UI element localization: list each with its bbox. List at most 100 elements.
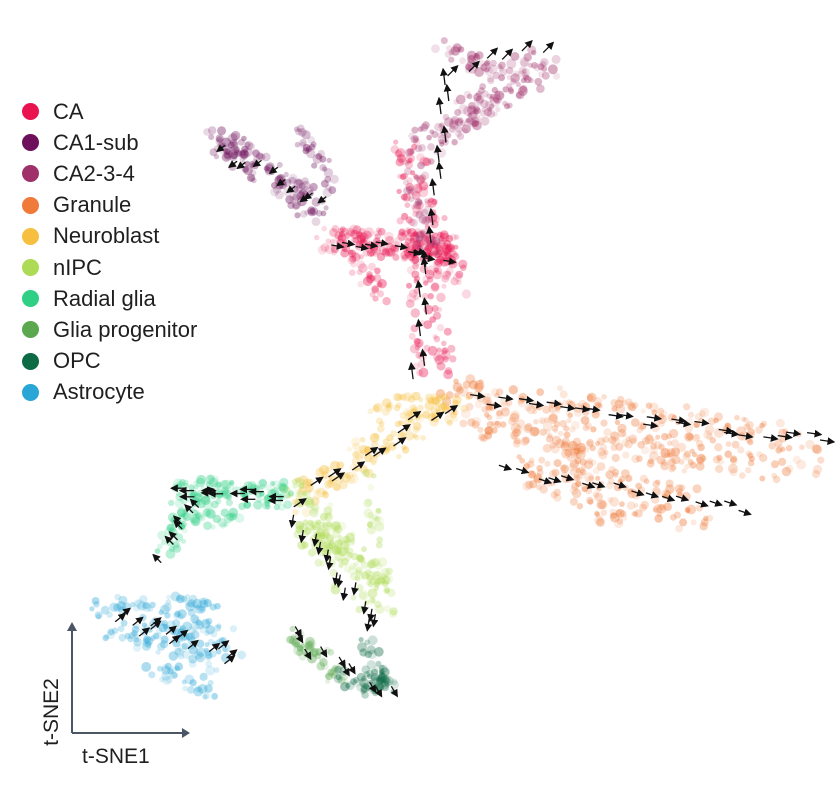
cell-point [684, 432, 694, 442]
cell-point [433, 335, 441, 343]
cell-point [540, 61, 547, 67]
cell-point [405, 182, 414, 192]
cell-point [484, 426, 493, 435]
cell-point [279, 484, 287, 492]
cell-point [395, 158, 404, 167]
cell-point [540, 58, 549, 67]
cell-point [336, 521, 347, 531]
cell-point [714, 412, 723, 422]
cell-point [561, 448, 571, 459]
cell-point [195, 477, 206, 488]
cell-point [193, 686, 203, 697]
cell-point [603, 449, 609, 455]
cell-point [342, 551, 353, 561]
cell-point [477, 426, 484, 433]
cell-point [348, 566, 357, 575]
cell-point [243, 147, 253, 157]
cell-point [418, 367, 429, 378]
cell-point [299, 642, 309, 652]
cell-point [453, 272, 463, 282]
legend-item: Neuroblast [22, 221, 197, 252]
cell-point [338, 550, 345, 557]
cell-point [387, 441, 397, 452]
cell-point [377, 227, 386, 236]
cell-point [194, 511, 204, 521]
cell-point [570, 452, 578, 460]
cell-point [319, 164, 327, 172]
cell-point [435, 246, 444, 255]
velocity-arrow [168, 634, 181, 645]
cell-point [651, 409, 658, 416]
cell-point [436, 231, 443, 238]
cell-point [310, 505, 319, 515]
cell-point [292, 641, 300, 649]
cell-point [166, 523, 175, 532]
legend-label: Radial glia [53, 285, 156, 311]
cell-point [305, 147, 311, 153]
cell-point [312, 490, 322, 500]
cell-point [641, 437, 650, 445]
velocity-arrow [426, 225, 434, 244]
cell-point [521, 67, 531, 77]
cell-point [536, 388, 545, 396]
cell-point [413, 201, 422, 210]
cell-point [771, 472, 778, 479]
cell-point [342, 539, 351, 548]
cell-point [449, 233, 457, 241]
cell-point [506, 58, 517, 69]
cell-point [225, 146, 234, 155]
cell-point [204, 651, 213, 659]
cell-point [343, 678, 349, 685]
cell-point [490, 421, 496, 427]
cell-point [319, 512, 328, 521]
cell-point [409, 237, 415, 243]
cell-point [358, 637, 364, 643]
cell-point [234, 513, 245, 523]
cell-point [418, 397, 424, 403]
cell-point [441, 405, 449, 414]
cell-point [441, 270, 451, 280]
cell-point [475, 91, 483, 98]
cell-point [366, 561, 375, 570]
cell-point [358, 254, 364, 260]
cell-point [294, 477, 301, 483]
cell-point [553, 420, 561, 428]
cell-point [410, 135, 419, 144]
cell-point [214, 602, 221, 610]
cell-point [551, 435, 562, 446]
cell-point [481, 62, 492, 72]
velocity-arrow [447, 64, 459, 77]
cell-point [406, 177, 413, 184]
cell-point [309, 496, 320, 507]
cell-point [373, 230, 379, 236]
cell-point [382, 248, 390, 256]
legend-label: nIPC [53, 254, 102, 280]
legend-swatch [22, 196, 39, 214]
cell-point [111, 627, 119, 634]
velocity-arrow [738, 432, 754, 440]
cell-point [449, 355, 457, 363]
cell-point [223, 521, 229, 528]
cell-point [550, 444, 560, 454]
cell-point [435, 267, 443, 275]
cell-point [591, 410, 600, 419]
cell-point [374, 604, 385, 614]
cell-point [572, 448, 579, 455]
cell-point [372, 295, 379, 302]
cell-point [594, 515, 605, 526]
cell-point [350, 531, 356, 537]
cell-point [684, 463, 691, 470]
cell-point [254, 490, 262, 498]
cell-point [425, 393, 434, 403]
cell-point [240, 150, 246, 157]
cell-point [376, 536, 384, 543]
cell-point [520, 59, 529, 68]
cell-point [418, 245, 425, 252]
cell-point [168, 545, 175, 552]
cell-point [424, 198, 430, 204]
cell-point [658, 504, 665, 511]
cell-point [700, 455, 707, 462]
cell-point [412, 135, 420, 142]
cell-point [328, 542, 336, 550]
cell-point [337, 538, 344, 546]
